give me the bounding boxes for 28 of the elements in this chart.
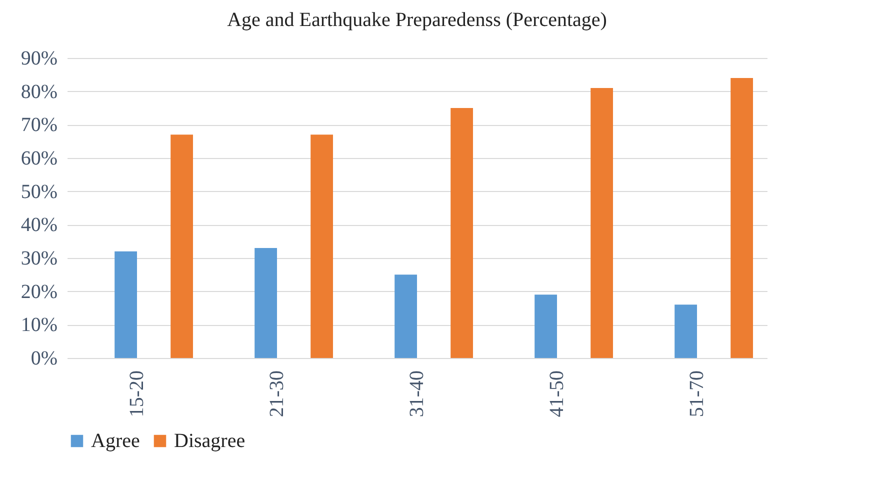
bar — [590, 88, 613, 358]
bar — [310, 134, 333, 358]
y-tick-label: 90% — [20, 48, 58, 70]
bar — [114, 251, 137, 358]
y-tick-label: 30% — [20, 248, 58, 270]
bar — [170, 134, 193, 358]
chart-title: Age and Earthquake Preparedenss (Percentage) — [227, 9, 607, 31]
legend-label: Agree — [91, 430, 140, 452]
y-tick-label: 60% — [20, 148, 58, 170]
x-tick-label: 41-50 — [546, 370, 568, 418]
bar — [674, 304, 697, 358]
y-tick-label: 10% — [20, 314, 58, 336]
y-tick-label: 0% — [30, 348, 58, 370]
x-tick-label: 31-40 — [406, 370, 428, 418]
y-tick-label: 70% — [20, 114, 58, 136]
bar — [394, 274, 417, 358]
bar — [450, 108, 473, 358]
bar — [254, 248, 277, 358]
x-tick-label: 15-20 — [126, 370, 148, 418]
y-tick-label: 50% — [20, 180, 58, 203]
y-tick-label: 40% — [20, 214, 58, 236]
y-tick-label: 80% — [20, 80, 58, 103]
y-tick-label: 20% — [20, 280, 58, 303]
bar — [534, 294, 557, 358]
x-tick-label: 21-30 — [266, 370, 288, 418]
x-tick-label: 51-70 — [686, 370, 708, 418]
legend-label: Disagree — [174, 430, 246, 452]
bar — [730, 78, 753, 358]
